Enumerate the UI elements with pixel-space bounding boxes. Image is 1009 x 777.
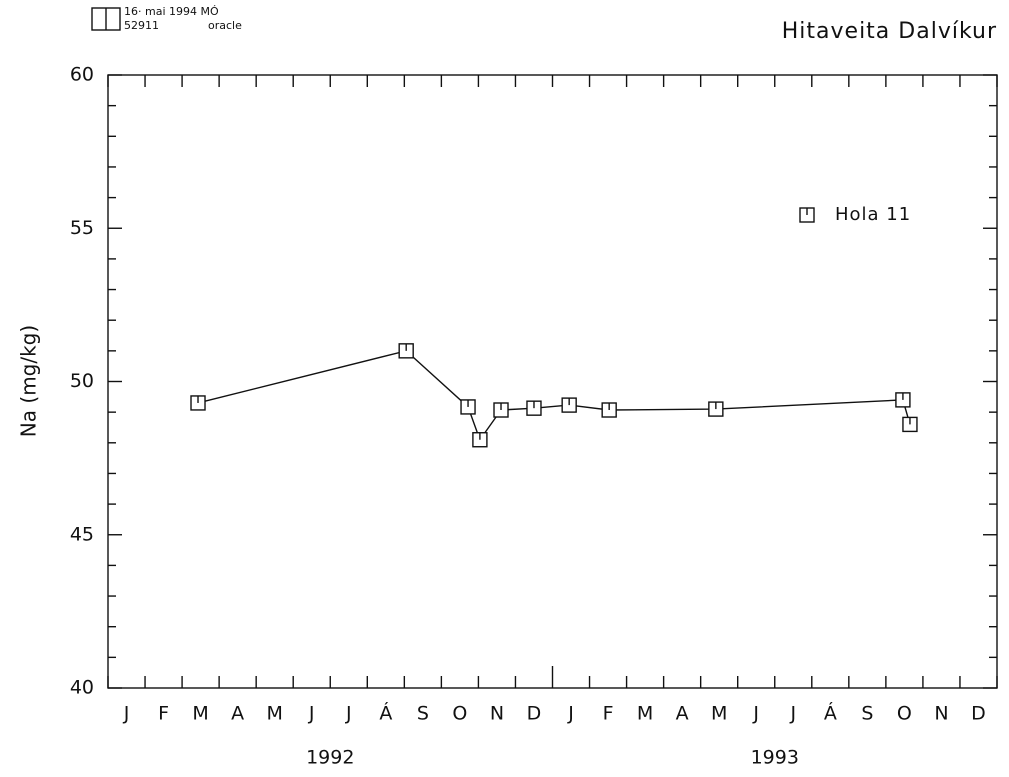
x-tick-label: A [231, 703, 244, 725]
data-point [895, 392, 911, 408]
legend-label: Hola 11 [835, 204, 911, 225]
data-point [398, 343, 414, 359]
x-tick-label: J [752, 703, 759, 725]
x-tick-label: J [789, 703, 796, 725]
x-tick-label: M [637, 703, 653, 725]
x-tick-label: O [897, 703, 912, 725]
data-point [460, 399, 476, 415]
data-point [902, 416, 918, 433]
data-point [493, 402, 509, 418]
x-tick-label: F [603, 703, 614, 725]
x-tick-label: O [452, 703, 467, 725]
data-point [601, 402, 617, 418]
data-point [561, 397, 577, 413]
header-number: 52911 [124, 19, 159, 32]
y-tick-label: 55 [70, 217, 94, 239]
x-tick-label: N [490, 703, 504, 725]
y-axis-label: Na (mg/kg) [17, 325, 41, 437]
data-point [190, 395, 206, 411]
y-tick-label: 60 [70, 64, 94, 86]
header-logo [91, 7, 121, 31]
year-label: 1993 [751, 747, 799, 769]
header-source: oracle [208, 19, 242, 32]
x-tick-label: N [934, 703, 948, 725]
x-tick-label: M [266, 703, 282, 725]
x-tick-label: J [123, 703, 130, 725]
x-tick-label: M [711, 703, 727, 725]
data-point [526, 400, 542, 416]
x-tick-label: M [192, 703, 208, 725]
plot-frame [107, 74, 998, 689]
x-tick-label: J [567, 703, 574, 725]
chart-title: Hitaveita Dalvíkur [782, 19, 997, 44]
data-line [197, 350, 911, 442]
x-tick-label: D [527, 703, 542, 725]
y-tick-label: 50 [70, 370, 94, 392]
x-tick-label: D [971, 703, 986, 725]
y-tick-label: 40 [70, 677, 94, 699]
x-tick-label: J [308, 703, 315, 725]
x-tick-label: A [676, 703, 689, 725]
legend-marker [799, 207, 815, 223]
header-code: 16· mai 1994 MÓ [124, 5, 219, 18]
x-tick-label: S [861, 703, 873, 725]
year-label: 1992 [306, 747, 354, 769]
x-tick-label: J [345, 703, 352, 725]
data-point [472, 432, 488, 448]
x-tick-label: Á [379, 702, 392, 725]
x-tick-label: S [417, 703, 429, 725]
x-tick-label: Á [824, 702, 837, 725]
y-tick-label: 45 [70, 523, 94, 545]
data-point [708, 401, 724, 417]
x-tick-label: F [158, 703, 169, 725]
